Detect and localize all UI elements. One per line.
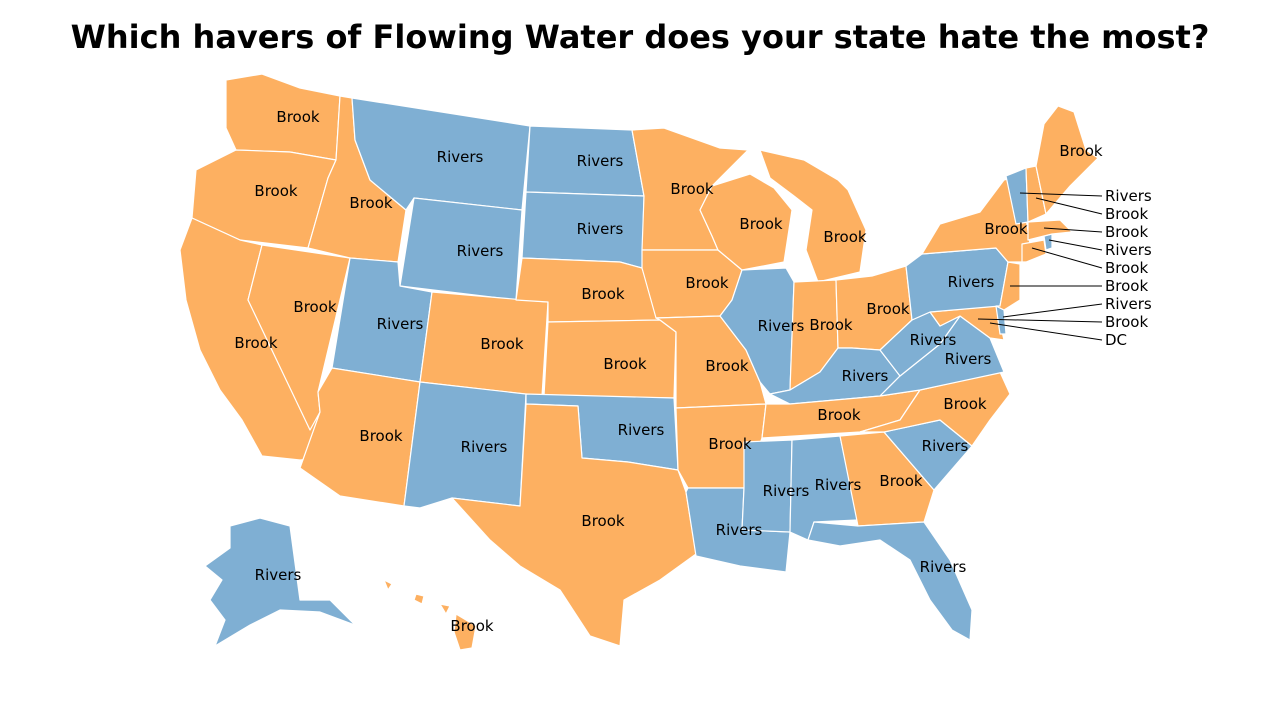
state-label-WA: Brook: [276, 108, 319, 126]
state-label-WI: Brook: [739, 215, 782, 233]
state-label-SC: Rivers: [922, 437, 969, 455]
state-label-KY: Rivers: [842, 367, 889, 385]
callout-leader-3: [1043, 227, 1103, 233]
state-label-LA: Rivers: [716, 521, 763, 539]
state-label-ID: Brook: [349, 194, 392, 212]
state-NJ[interactable]: [995, 261, 1021, 311]
state-label-TX: Brook: [581, 512, 624, 530]
state-KS[interactable]: [543, 319, 677, 399]
state-AK[interactable]: [204, 517, 356, 647]
state-label-MT: Rivers: [437, 148, 484, 166]
state-label-NC: Brook: [943, 395, 986, 413]
state-labels: Brook Brook Brook Brook Brook Rivers Riv…: [234, 108, 1102, 635]
state-label-MO: Brook: [705, 357, 748, 375]
state-label-NE: Brook: [581, 285, 624, 303]
state-label-OH: Brook: [866, 300, 909, 318]
state-label-UT: Rivers: [377, 315, 424, 333]
state-label-FL: Rivers: [920, 558, 967, 576]
callout-label-3: Brook: [1105, 223, 1148, 241]
callout-label-9: DC: [1105, 331, 1127, 349]
state-label-AZ: Brook: [359, 427, 402, 445]
state-label-OK: Rivers: [618, 421, 665, 439]
state-label-CO: Brook: [480, 335, 523, 353]
state-TX[interactable]: [451, 403, 697, 647]
state-MS[interactable]: [741, 439, 793, 533]
state-label-IA: Brook: [685, 274, 728, 292]
callout-leader-4: [1048, 239, 1103, 251]
state-IL[interactable]: [719, 267, 795, 395]
state-label-ME: Brook: [1059, 142, 1102, 160]
callout-leader-9: [989, 322, 1103, 341]
state-label-AR: Brook: [708, 435, 751, 453]
state-label-KS: Brook: [603, 355, 646, 373]
callout-leader-1: [1019, 192, 1103, 197]
state-label-NY: Brook: [984, 220, 1027, 238]
state-label-MI: Brook: [823, 228, 866, 246]
state-GA[interactable]: [839, 431, 935, 527]
state-label-TN: Brook: [817, 406, 860, 424]
state-FL[interactable]: [807, 521, 973, 641]
state-MA[interactable]: [1027, 219, 1073, 241]
state-label-MS: Rivers: [763, 482, 810, 500]
state-label-WV: Rivers: [910, 331, 957, 349]
state-label-CA: Brook: [234, 334, 277, 352]
state-label-MN: Brook: [670, 180, 713, 198]
state-label-SD: Rivers: [577, 220, 624, 238]
state-label-OR: Brook: [254, 182, 297, 200]
callout-leader-2: [1035, 197, 1103, 215]
states-layer: [179, 73, 1099, 651]
callout-leader-5: [1031, 247, 1103, 269]
callout-leader-8: [977, 318, 1103, 323]
state-label-VA: Rivers: [945, 350, 992, 368]
state-label-HI: Brook: [450, 617, 493, 635]
state-CT[interactable]: [1021, 239, 1047, 263]
callout-label-6: Brook: [1105, 277, 1148, 295]
state-label-WY: Rivers: [457, 242, 504, 260]
state-WI[interactable]: [699, 173, 793, 271]
state-label-IL: Rivers: [758, 317, 805, 335]
callout-label-1: Rivers: [1105, 187, 1152, 205]
callout-label-4: Rivers: [1105, 241, 1152, 259]
callout-label-5: Brook: [1105, 259, 1148, 277]
state-MI[interactable]: [759, 149, 867, 283]
callout-label-8: Brook: [1105, 313, 1148, 331]
state-label-IN: Brook: [809, 316, 852, 334]
map-title: Which havers of Flowing Water does your …: [70, 18, 1210, 56]
state-RI[interactable]: [1043, 233, 1053, 251]
callout-label-7: Rivers: [1105, 295, 1152, 313]
state-label-AK: Rivers: [255, 566, 302, 584]
state-HI[interactable]: [383, 579, 477, 651]
northeast-callouts: Rivers Brook Brook Rivers Brook Brook Ri…: [977, 187, 1152, 349]
state-label-AL: Rivers: [815, 476, 862, 494]
state-label-NV: Brook: [293, 298, 336, 316]
state-label-NM: Rivers: [461, 438, 508, 456]
state-label-PA: Rivers: [948, 273, 995, 291]
state-label-GA: Brook: [879, 472, 922, 490]
state-label-ND: Rivers: [577, 152, 624, 170]
callout-label-2: Brook: [1105, 205, 1148, 223]
callout-leader-7: [1002, 303, 1103, 318]
state-ME[interactable]: [1035, 105, 1099, 215]
